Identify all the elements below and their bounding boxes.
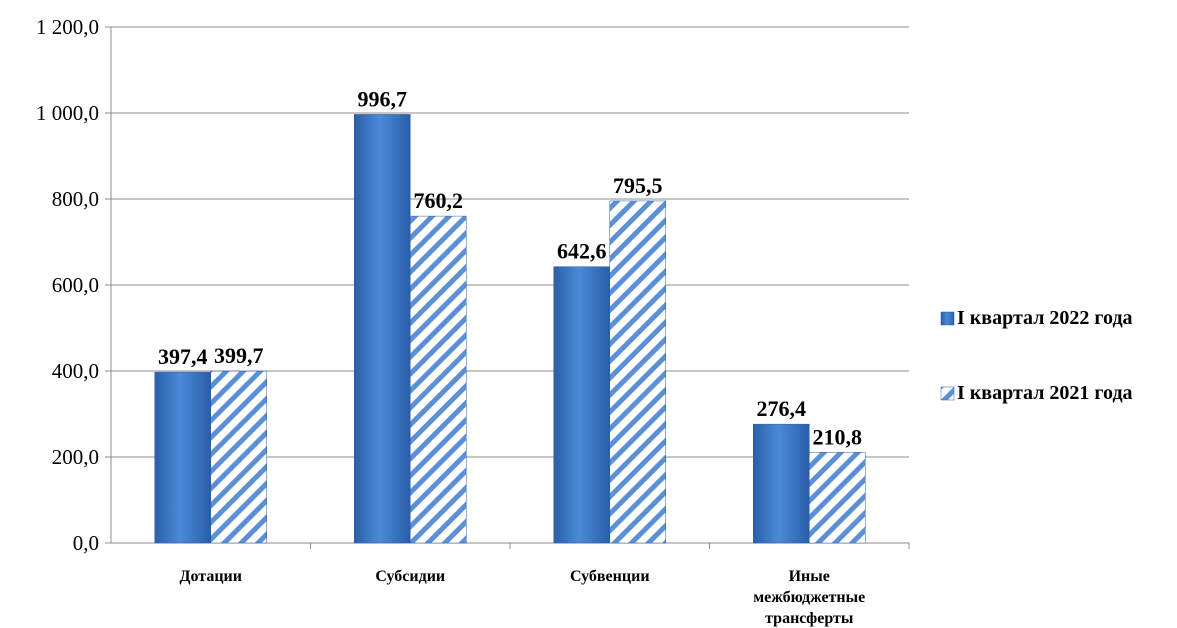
category-label: Субвенции	[570, 568, 650, 585]
data-label: 399,7	[214, 343, 264, 368]
data-label: 642,6	[557, 239, 607, 264]
data-label: 795,5	[613, 173, 663, 198]
y-tick-label: 600,0	[52, 273, 99, 297]
bar	[210, 370, 267, 544]
y-tick-label: 1 200,0	[36, 15, 99, 39]
bar	[354, 114, 411, 544]
data-label: 276,4	[757, 396, 807, 421]
bar	[753, 423, 810, 544]
category-label: трансферты	[765, 610, 854, 627]
y-tick-label: 800,0	[52, 187, 99, 211]
bar	[809, 452, 866, 544]
category-label: Иные	[789, 568, 830, 585]
bar	[609, 200, 666, 544]
y-tick-label: 1 000,0	[36, 101, 99, 125]
data-label: 397,4	[158, 344, 208, 369]
legend-label: I квартал 2022 года	[957, 307, 1133, 329]
y-tick-label: 400,0	[52, 359, 99, 383]
bar	[154, 371, 211, 544]
legend-swatch	[940, 386, 955, 401]
axes: 0,0 200,0 400,0 600,0 800,0 1 000,0 1 200,0	[36, 15, 910, 555]
y-tick-label: 200,0	[52, 445, 99, 469]
category-label: Дотации	[179, 568, 242, 585]
bar	[553, 266, 610, 544]
category-label: межбюджетные	[753, 589, 865, 606]
y-tick-label: 0,0	[73, 531, 99, 555]
category-labels: Дотации Субсидии Субвенции Иные межбюджетные…	[179, 568, 865, 627]
legend: I квартал 2022 года I квартал 2021 года	[940, 307, 1133, 404]
legend-label: I квартал 2021 года	[957, 382, 1133, 404]
bar	[410, 215, 467, 544]
bars	[154, 114, 866, 544]
category-label: Субсидии	[375, 568, 445, 585]
data-label: 996,7	[358, 86, 408, 111]
data-label: 760,2	[414, 188, 464, 213]
legend-swatch	[940, 311, 955, 326]
data-label: 210,8	[813, 424, 863, 449]
